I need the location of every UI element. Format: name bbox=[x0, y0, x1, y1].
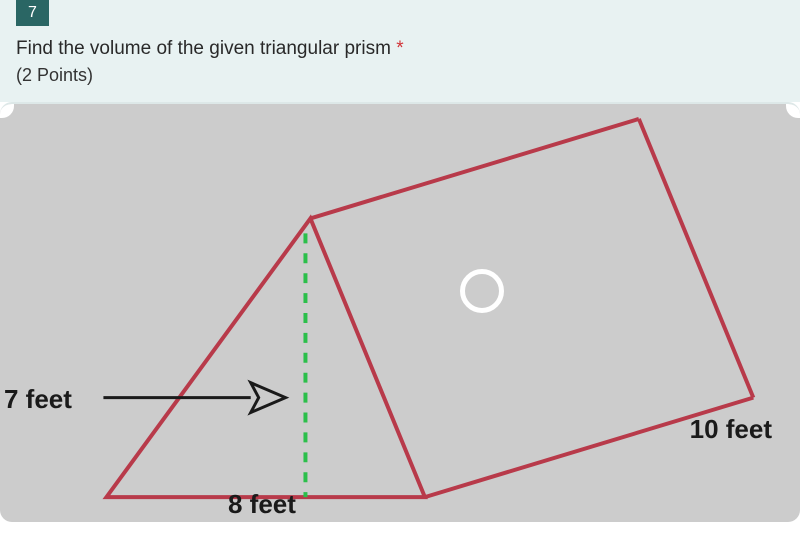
prism-svg bbox=[0, 104, 800, 522]
front-triangle bbox=[106, 218, 424, 497]
required-asterisk: * bbox=[396, 38, 403, 59]
prism-figure: 7 feet 8 feet 10 feet bbox=[0, 102, 800, 522]
label-height: 7 feet bbox=[4, 384, 72, 415]
question-text: Find the volume of the given triangular … bbox=[16, 36, 784, 63]
edge-top-length bbox=[310, 119, 638, 219]
label-base: 8 feet bbox=[228, 489, 296, 520]
edge-right-length bbox=[425, 397, 753, 497]
play-circle-icon[interactable] bbox=[460, 269, 504, 313]
question-prompt: Find the volume of the given triangular … bbox=[16, 38, 396, 59]
label-length: 10 feet bbox=[690, 414, 772, 445]
edge-back-right bbox=[639, 119, 753, 398]
question-number-badge: 7 bbox=[16, 0, 49, 26]
question-header: 7 Find the volume of the given triangula… bbox=[0, 0, 800, 102]
height-arrow-head bbox=[251, 382, 286, 412]
points-label: (2 Points) bbox=[16, 65, 784, 86]
